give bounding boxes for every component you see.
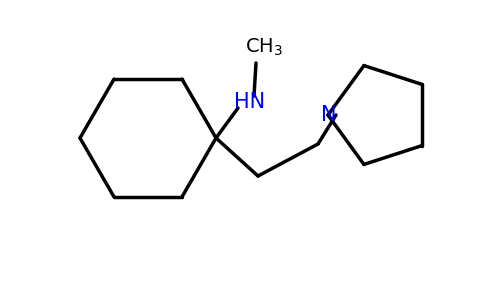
- Text: N: N: [321, 105, 337, 125]
- Text: CH$_3$: CH$_3$: [245, 36, 283, 58]
- Text: HN: HN: [234, 92, 266, 112]
